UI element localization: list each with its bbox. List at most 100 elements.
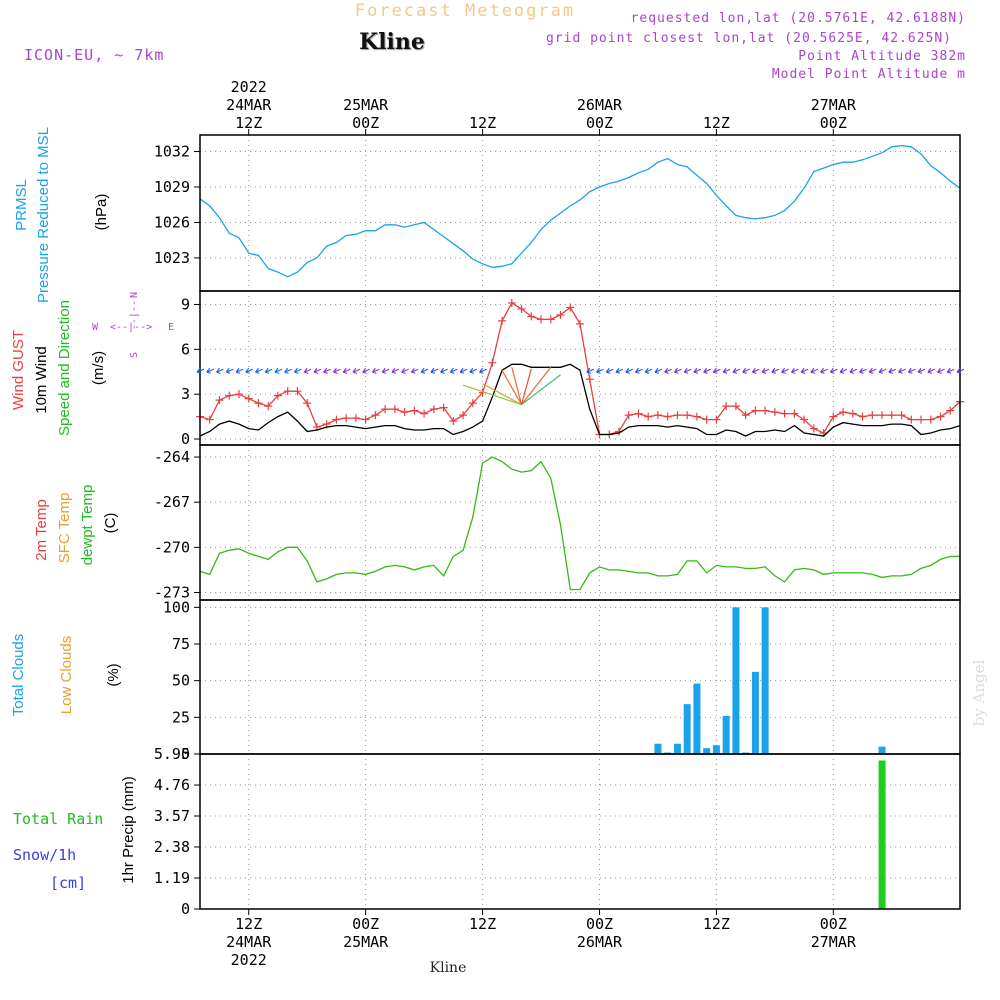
wind-unit: (m/s) xyxy=(90,351,107,385)
wind-arrow xyxy=(362,367,370,374)
temp-unit: (C) xyxy=(102,513,119,534)
gust-marker xyxy=(303,399,312,408)
wind-arrow xyxy=(898,367,906,374)
gust-marker xyxy=(390,405,399,414)
wind-arrow xyxy=(293,367,302,374)
gust-marker xyxy=(225,391,234,400)
precip-label-rain: Total Rain xyxy=(13,810,103,828)
wind-arrow xyxy=(469,367,478,374)
gust-marker xyxy=(537,315,546,324)
cloud-unit: (%) xyxy=(105,663,122,686)
bottom-time-label: 24MAR xyxy=(226,933,272,951)
gust-marker xyxy=(868,411,877,420)
cloud-label-total: Total Clouds xyxy=(10,634,27,717)
clouds-bar xyxy=(712,745,720,754)
wind-arrow xyxy=(235,367,244,374)
clouds-y-tick-label: 100 xyxy=(163,598,190,616)
chart-title: Forecast Meteogram xyxy=(355,1,575,21)
wind-arrow xyxy=(245,367,253,374)
wind-arrow xyxy=(216,367,224,374)
gust-marker xyxy=(293,387,302,396)
gust-marker xyxy=(731,402,740,411)
gust-marker xyxy=(848,409,857,418)
wind-arrow xyxy=(410,367,419,374)
gust-marker xyxy=(410,406,419,415)
clouds-y-tick-label: 25 xyxy=(172,708,190,726)
wind-arrow xyxy=(284,367,292,374)
bottom-time-label: 12Z xyxy=(235,915,262,933)
pressure-label-prmsl: PRMSL xyxy=(13,179,30,231)
pressure-y-tick-label: 1026 xyxy=(154,213,190,231)
wind-label-speed: Speed and Direction xyxy=(56,300,73,436)
wind-arrow xyxy=(313,367,322,374)
clouds-bar xyxy=(703,748,711,754)
strong-wind-arrow xyxy=(482,383,522,406)
pressure-label-full: Pressure Reduced to MSL xyxy=(35,127,52,303)
series-line-prmsl xyxy=(199,144,961,278)
point-altitude: Point Altitude 382m xyxy=(798,49,966,64)
gust-marker xyxy=(556,310,565,319)
wind-direction-arrows xyxy=(196,366,965,406)
clouds-panel: 0 25 50 75 100 xyxy=(163,598,961,763)
gust-marker xyxy=(215,396,224,405)
bottom-time-label: 00Z xyxy=(352,915,379,933)
top-time-label: 12Z xyxy=(469,114,496,132)
gust-marker xyxy=(780,409,789,418)
wind-arrow xyxy=(615,367,624,374)
gust-marker xyxy=(498,316,507,325)
bottom-time-label: 00Z xyxy=(820,915,847,933)
bottom-time-label: 00Z xyxy=(586,915,613,933)
wind-arrow xyxy=(693,367,702,374)
wind-arrow xyxy=(352,367,361,374)
top-time-label: 12Z xyxy=(703,114,730,132)
clouds-bar xyxy=(654,743,662,754)
bottom-time-label: 27MAR xyxy=(811,933,857,951)
gust-marker xyxy=(722,402,731,411)
compass-arms-horizontal: <--|--> xyxy=(110,322,152,333)
wind-arrow xyxy=(771,367,780,374)
gust-marker xyxy=(507,298,516,307)
clouds-y-tick-label: 50 xyxy=(172,672,190,690)
precip-panel: 0 1.19 2.38 3.57 4.76 5.95 xyxy=(154,745,961,918)
series-line-dewpt-temp xyxy=(199,456,960,591)
top-time-label: 27MAR xyxy=(811,96,857,114)
wind-arrow xyxy=(274,367,283,374)
temp-side-labels: 2m Temp SFC Temp dewpt Temp (C) xyxy=(33,485,119,566)
gust-marker xyxy=(663,412,672,421)
wind-arrow xyxy=(722,367,731,374)
wind-label-gust: Wind GUST xyxy=(10,330,27,410)
compass-south: S xyxy=(129,352,140,358)
wind-arrow xyxy=(332,367,341,374)
gust-marker xyxy=(420,409,429,418)
top-time-label: 00Z xyxy=(352,114,379,132)
strong-wind-arrow xyxy=(521,366,552,406)
wind-arrow xyxy=(196,367,205,374)
wind-arrow xyxy=(751,367,760,374)
wind-arrow xyxy=(625,367,633,374)
wind-arrow xyxy=(946,367,955,374)
gust-marker xyxy=(683,411,692,420)
gust-marker xyxy=(400,408,409,417)
wind-y-tick-label: 3 xyxy=(181,385,190,403)
wind-arrow xyxy=(449,367,458,374)
compass-rose: N S W E <--|--> --|-- xyxy=(92,292,174,358)
cloud-label-low: Low Clouds xyxy=(58,636,75,714)
pressure-panel: 1023 1026 1029 1032 xyxy=(154,134,961,292)
wind-arrow xyxy=(401,367,409,374)
wind-side-labels: Wind GUST 10m Wind Speed and Direction (… xyxy=(10,292,174,436)
wind-arrow xyxy=(303,367,312,374)
clouds-bar xyxy=(878,746,886,754)
strong-wind-arrow xyxy=(501,369,523,405)
requested-coordinates: requested lon,lat (20.5761E, 42.6188N) xyxy=(631,11,966,26)
clouds-bar xyxy=(673,743,681,754)
gust-marker xyxy=(887,411,896,420)
bottom-time-label: 26MAR xyxy=(577,933,623,951)
gust-marker xyxy=(741,411,750,420)
gust-marker xyxy=(468,399,477,408)
gust-marker xyxy=(381,405,390,414)
gust-marker xyxy=(566,303,575,312)
wind-arrow xyxy=(264,367,273,374)
pressure-y-tick-label: 1023 xyxy=(154,249,190,267)
strong-wind-arrow xyxy=(521,374,561,406)
pressure-y-tick-label: 1032 xyxy=(154,143,190,161)
